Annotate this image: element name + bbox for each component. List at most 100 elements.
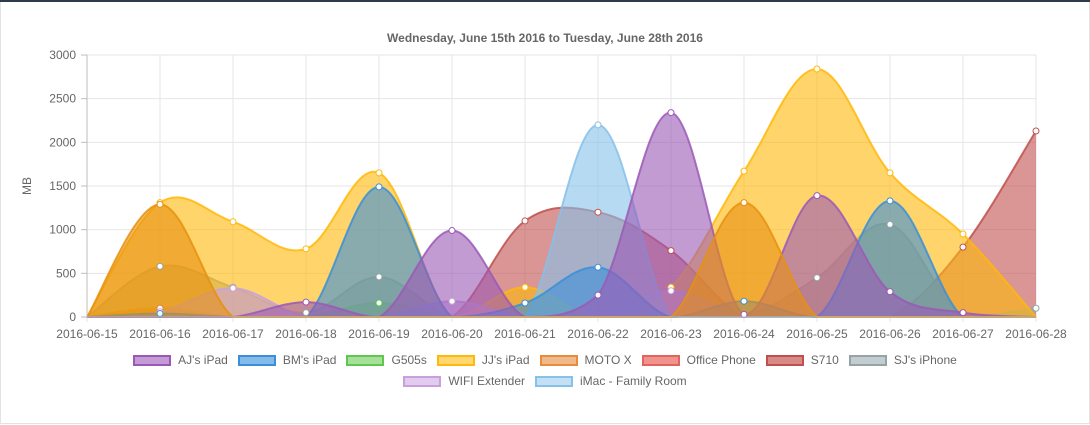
point-moto-x-orange (740, 199, 748, 207)
legend-item-sj-s-iphone[interactable]: SJ's iPhone (848, 352, 957, 368)
x-tick-label: 2016-06-23 (640, 327, 702, 341)
point-moto-x-orange (156, 200, 164, 208)
x-tick-label: 2016-06-15 (56, 327, 118, 341)
point-jj-s-ipad (740, 167, 748, 175)
point-aj-s-ipad (448, 227, 456, 235)
y-tick-label: 500 (56, 266, 76, 280)
point-sj-s-iphone (302, 309, 310, 317)
point-jj-s-ipad (521, 283, 529, 291)
y-tick-label: 1000 (49, 223, 76, 237)
point-imac-family-room (594, 121, 602, 129)
point-aj-s-ipad (594, 291, 602, 299)
legend-swatch (539, 354, 578, 366)
y-tick-label: 2000 (49, 135, 76, 149)
point-sj-s-iphone (375, 273, 383, 281)
x-tick-label: 2016-06-20 (421, 327, 483, 341)
point-wifi-extender (667, 287, 675, 295)
y-tick-label: 0 (69, 310, 76, 324)
area-bm-s-ipad (87, 186, 1036, 317)
y-axis-ticks: 0 500 1000 1500 2000 2500 3000 (49, 48, 87, 324)
point-jj-s-ipad (886, 169, 894, 177)
x-tick-label: 2016-06-17 (202, 327, 264, 341)
point-bm-s-ipad (156, 310, 164, 318)
legend-label: BM's iPad (282, 353, 337, 367)
point-bm-s-ipad (740, 297, 748, 305)
legend-label: S710 (810, 353, 839, 367)
legend-swatch (237, 354, 276, 366)
point-wifi-extender (448, 297, 456, 305)
point-s710 (667, 247, 675, 255)
legend-item-office-phone[interactable]: Office Phone (641, 352, 756, 368)
point-bm-s-ipad (375, 183, 383, 191)
x-axis-ticks: 2016-06-15 2016-06-16 2016-06-17 2016-06-18… (56, 327, 1067, 341)
y-tick-label: 2500 (49, 92, 76, 106)
legend-swatch (436, 354, 475, 366)
legend-swatch (535, 375, 573, 387)
point-aj-s-ipad (740, 310, 748, 318)
point-jj-s-ipad (813, 65, 821, 73)
legend-item-imac-family-room[interactable]: iMac - Family Room (535, 373, 687, 389)
point-sj-s-iphone (813, 274, 821, 282)
x-tick-label: 2016-06-24 (713, 327, 775, 341)
point-aj-s-ipad (667, 109, 675, 117)
legend-swatch (133, 354, 172, 366)
series-points (156, 65, 1040, 318)
point-wifi-extender (229, 284, 237, 292)
x-tick-label: 2016-06-16 (129, 327, 191, 341)
point-aj-s-ipad (959, 309, 967, 317)
legend-swatch (403, 375, 442, 387)
x-tick-label: 2016-06-25 (786, 327, 848, 341)
legend-swatch (641, 354, 680, 366)
y-axis-label: MB (20, 177, 34, 195)
x-tick-label: 2016-06-26 (859, 327, 921, 341)
top-border (0, 0, 1090, 2)
point-g505s (375, 299, 383, 307)
y-tick-label: 3000 (49, 48, 76, 62)
point-sj-s-iphone (1032, 304, 1040, 312)
legend-label: SJ's iPhone (893, 353, 957, 367)
legend-swatch (848, 354, 887, 366)
area-imac-family-room (87, 124, 1036, 317)
legend-item-wifi-extender[interactable]: WIFI Extender (403, 373, 525, 389)
point-sj-s-iphone (156, 262, 164, 270)
legend-label: AJ's iPad (178, 353, 228, 367)
x-tick-label: 2016-06-18 (275, 327, 337, 341)
legend-swatch (346, 354, 385, 366)
x-tick-label: 2016-06-28 (1005, 327, 1067, 341)
legend-item-g505s[interactable]: G505s (346, 352, 427, 368)
point-bm-s-ipad (886, 197, 894, 205)
legend-item-moto-x[interactable]: MOTO X (539, 352, 632, 368)
point-s710 (521, 217, 529, 225)
series-areas (86, 67, 1037, 319)
x-tick-label: 2016-06-19 (348, 327, 410, 341)
line-aj-s-ipad (87, 111, 1037, 319)
point-s710 (1032, 127, 1040, 135)
legend-item-aj-s-ipad[interactable]: AJ's iPad (133, 352, 228, 368)
legend-label: WIFI Extender (448, 374, 525, 388)
area-moto-x-orange (87, 202, 1036, 317)
point-bm-s-ipad (521, 299, 529, 307)
legend-item-jj-s-ipad[interactable]: JJ's iPad (436, 352, 530, 368)
point-sj-s-iphone (886, 220, 894, 228)
point-jj-s-ipad (959, 230, 967, 238)
legend-item-s710[interactable]: S710 (765, 352, 839, 368)
y-tick-label: 1500 (49, 179, 76, 193)
chart-legend: AJ's iPad BM's iPad G505s JJ's iPad MOTO X Of… (95, 352, 995, 389)
legend-item-bm-s-ipad[interactable]: BM's iPad (237, 352, 337, 368)
chart-title: Wednesday, June 15th 2016 to Tuesday, Ju… (387, 31, 703, 45)
x-tick-label: 2016-06-21 (494, 327, 556, 341)
point-aj-s-ipad (302, 298, 310, 306)
point-jj-s-ipad (229, 218, 237, 226)
x-tick-label: 2016-06-27 (932, 327, 994, 341)
legend-swatch (765, 354, 804, 366)
legend-label: iMac - Family Room (580, 374, 687, 388)
x-tick-label: 2016-06-22 (567, 327, 629, 341)
legend-label: Office Phone (686, 353, 756, 367)
legend-label: G505s (391, 353, 427, 367)
point-s710 (959, 243, 967, 251)
area-aj-s-ipad (87, 112, 1036, 317)
point-s710 (594, 208, 602, 216)
point-aj-s-ipad (813, 192, 821, 200)
legend-label: MOTO X (584, 353, 632, 367)
